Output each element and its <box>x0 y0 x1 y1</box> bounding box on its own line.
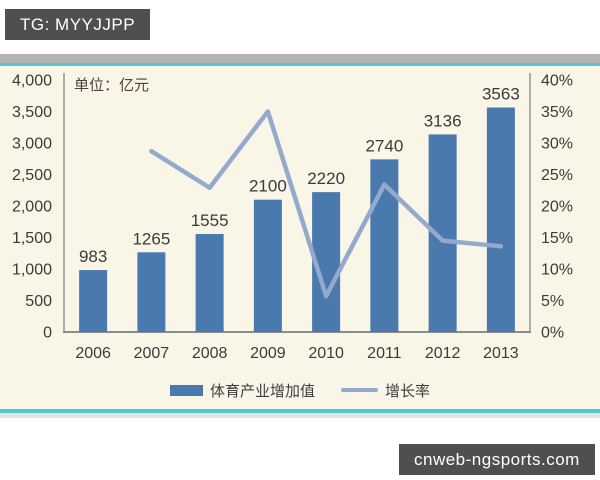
bar-2006 <box>79 270 108 332</box>
right-axis-tick-label: 5% <box>541 293 564 310</box>
bar-2007 <box>137 252 166 332</box>
legend-line-swatch <box>341 388 378 392</box>
x-axis-tick-label-2010: 2010 <box>308 345 344 362</box>
right-axis-tick-label: 20% <box>541 199 573 216</box>
watermark-bottom-text: cnweb-ngsports.com <box>414 450 580 469</box>
bottom-gray-shadow <box>0 413 600 418</box>
left-axis-tick-label: 2,000 <box>12 199 52 216</box>
right-axis-tick-label: 25% <box>541 167 573 184</box>
top-gray-band-divider <box>0 54 600 63</box>
chart-legend: 体育产业增加值 增长率 <box>0 379 600 401</box>
left-axis-tick-label: 1,500 <box>12 230 52 247</box>
watermark-top-badge: TG: MYYJJPP <box>5 9 151 40</box>
bar-value-label-2009: 2100 <box>249 177 287 196</box>
left-axis-tick-label: 3,000 <box>12 136 52 153</box>
right-axis-tick-label: 30% <box>541 136 573 153</box>
legend-item-bar-series: 体育产业增加值 <box>169 380 315 401</box>
bar-value-label-2011: 2740 <box>365 136 403 155</box>
bar-2008 <box>195 234 224 332</box>
left-axis-tick-label: 2,500 <box>12 167 52 184</box>
bar-value-label-2006: 983 <box>79 247 107 266</box>
left-axis-tick-label: 0 <box>43 325 52 342</box>
growth-rate-line <box>149 109 504 299</box>
right-axis-tick-label: 40% <box>541 73 573 90</box>
legend-bar-swatch <box>169 384 203 396</box>
legend-line-label: 增长率 <box>385 382 431 400</box>
bar-value-label-2012: 3136 <box>424 111 462 130</box>
right-axis-tick-label: 15% <box>541 230 573 247</box>
x-axis-tick-label-2009: 2009 <box>250 345 286 362</box>
bar-value-label-2013: 3563 <box>482 85 520 104</box>
chart-unit-label: 单位：亿元 <box>74 77 150 94</box>
right-axis-tick-label: 35% <box>541 104 573 121</box>
x-axis-tick-label-2013: 2013 <box>483 345 519 362</box>
bottom-cyan-rule <box>0 409 600 413</box>
watermark-top-text: TG: MYYJJPP <box>20 15 136 34</box>
bar-value-label-2007: 1265 <box>132 229 170 248</box>
x-axis-tick-label-2012: 2012 <box>425 345 461 362</box>
x-axis-tick-label-2007: 2007 <box>134 345 170 362</box>
top-cyan-rule <box>0 63 600 66</box>
x-axis-tick-label-2008: 2008 <box>192 345 228 362</box>
left-axis-tick-label: 500 <box>25 293 52 310</box>
legend-item-line-series: 增长率 <box>341 380 430 401</box>
watermark-bottom-badge: cnweb-ngsports.com <box>399 444 595 475</box>
bar-value-label-2010: 2220 <box>307 169 345 188</box>
bar-value-label-2008: 1555 <box>191 211 229 230</box>
bar-2013 <box>486 107 515 332</box>
x-axis-tick-label-2011: 2011 <box>367 345 402 362</box>
bar-2009 <box>253 199 282 332</box>
legend-bar-label: 体育产业增加值 <box>209 382 315 400</box>
left-axis-tick-label: 1,000 <box>12 262 52 279</box>
x-axis-tick-label-2006: 2006 <box>75 345 111 362</box>
left-axis-tick-label: 4,000 <box>12 73 52 90</box>
right-axis-tick-label: 10% <box>541 262 573 279</box>
right-axis-tick-label: 0% <box>541 325 564 342</box>
left-axis-tick-label: 3,500 <box>12 104 52 121</box>
